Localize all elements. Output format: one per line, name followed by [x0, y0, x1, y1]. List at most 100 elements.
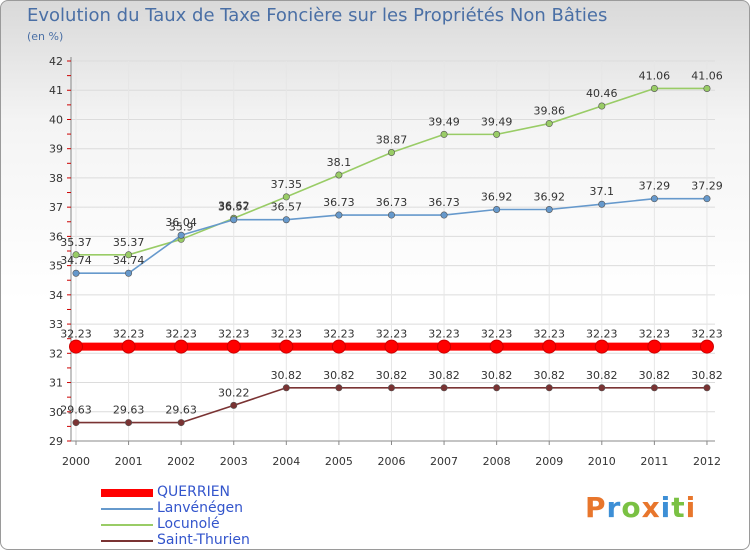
data-label-lanvenegen: 34.74: [113, 254, 145, 267]
x-tick-label: 2000: [62, 455, 90, 468]
y-tick-label: 34: [49, 289, 63, 302]
data-label-saint-thurien: 30.82: [481, 369, 513, 382]
y-tick-label: 33: [49, 318, 63, 331]
x-tick-label: 2006: [377, 455, 405, 468]
data-label-lanvenegen: 34.74: [60, 254, 92, 267]
legend-swatch: [101, 489, 153, 497]
data-point-lanvenegen: [440, 211, 448, 219]
data-point-saint-thurien: [335, 384, 343, 392]
data-label-saint-thurien: 30.82: [271, 369, 303, 382]
data-label-locunole: 39.49: [428, 115, 460, 128]
data-point-querrien: [279, 339, 294, 354]
chart-title: Evolution du Taux de Taxe Foncière sur l…: [27, 5, 608, 26]
data-label-saint-thurien: 29.63: [60, 404, 92, 417]
logo-letter: o: [621, 491, 642, 524]
data-label-querrien: 32.23: [691, 328, 723, 341]
data-point-saint-thurien: [125, 419, 133, 427]
data-label-locunole: 38.87: [376, 133, 408, 146]
data-label-lanvenegen: 36.57: [271, 201, 303, 214]
legend-label: Saint-Thurien: [157, 532, 250, 548]
y-tick-label: 37: [49, 201, 63, 214]
data-label-lanvenegen: 36.92: [481, 190, 513, 203]
data-label-locunole: 38.1: [327, 156, 352, 169]
legend-swatch: [101, 540, 153, 542]
data-point-querrien: [69, 339, 83, 354]
data-label-lanvenegen: 36.73: [428, 196, 460, 209]
y-tick-label: 36: [49, 230, 63, 243]
data-label-querrien: 32.23: [428, 328, 460, 341]
data-point-saint-thurien: [282, 384, 290, 392]
data-point-locunole: [72, 251, 80, 259]
data-label-saint-thurien: 30.82: [586, 369, 618, 382]
data-point-saint-thurien: [598, 384, 606, 392]
data-label-locunole: 35.37: [113, 236, 145, 249]
data-point-querrien: [647, 339, 662, 354]
data-label-lanvenegen: 36.04: [165, 216, 197, 229]
data-point-locunole: [650, 84, 658, 92]
legend-swatch: [101, 508, 153, 510]
y-tick-label: 42: [49, 55, 63, 68]
logo-letter: i: [685, 491, 697, 524]
y-tick-label: 30: [49, 406, 63, 419]
data-point-saint-thurien: [177, 419, 185, 427]
legend: QUERRIEN Lanvénégen Locunolé Saint-Thurien: [101, 484, 321, 549]
data-point-querrien: [699, 339, 714, 354]
data-point-querrien: [226, 339, 241, 354]
x-tick-label: 2007: [430, 455, 458, 468]
data-label-locunole: 39.86: [533, 105, 565, 118]
y-tick-label: 41: [49, 84, 63, 97]
data-point-locunole: [703, 84, 711, 92]
legend-item-querrien: QUERRIEN: [101, 484, 321, 501]
data-label-querrien: 32.23: [113, 328, 145, 341]
data-point-querrien: [384, 339, 399, 354]
x-tick-label: 2010: [588, 455, 616, 468]
data-point-querrien: [121, 339, 136, 354]
data-point-lanvenegen: [125, 269, 133, 277]
data-label-locunole: 37.35: [271, 178, 303, 191]
data-point-saint-thurien: [703, 384, 711, 392]
data-label-locunole: 41.06: [639, 69, 671, 82]
data-label-lanvenegen: 36.57: [218, 201, 250, 214]
x-tick-label: 2012: [693, 455, 721, 468]
data-label-querrien: 32.23: [271, 328, 303, 341]
data-label-querrien: 32.23: [481, 328, 513, 341]
data-label-saint-thurien: 29.63: [113, 404, 145, 417]
data-point-locunole: [282, 193, 290, 201]
x-tick-label: 2001: [115, 455, 143, 468]
data-point-lanvenegen: [703, 195, 711, 203]
x-tick-label: 2005: [325, 455, 353, 468]
data-point-lanvenegen: [598, 200, 606, 208]
data-point-locunole: [545, 120, 553, 128]
data-label-locunole: 41.06: [691, 69, 723, 82]
data-point-lanvenegen: [650, 195, 658, 203]
data-label-saint-thurien: 30.82: [533, 369, 565, 382]
data-label-locunole: 40.46: [586, 87, 618, 100]
x-tick-label: 2003: [220, 455, 248, 468]
data-point-lanvenegen: [387, 211, 395, 219]
data-point-lanvenegen: [545, 205, 553, 213]
x-tick-label: 2004: [272, 455, 300, 468]
data-label-lanvenegen: 36.92: [533, 190, 565, 203]
legend-item-lanvenegen: Lanvénégen: [101, 500, 321, 517]
data-label-querrien: 32.23: [60, 328, 92, 341]
y-tick-label: 31: [49, 377, 63, 390]
data-point-querrien: [594, 339, 609, 354]
data-label-lanvenegen: 36.73: [323, 196, 355, 209]
y-tick-label: 40: [49, 113, 63, 126]
data-label-saint-thurien: 30.82: [691, 369, 723, 382]
y-tick-label: 38: [49, 172, 63, 185]
logo-letter: P: [585, 491, 607, 524]
data-point-querrien: [489, 339, 504, 354]
y-tick-label: 39: [49, 143, 63, 156]
data-label-querrien: 32.23: [165, 328, 197, 341]
data-label-querrien: 32.23: [586, 328, 618, 341]
data-label-locunole: 36.62: [218, 199, 250, 212]
logo-letter: i: [660, 491, 672, 524]
data-label-locunole: 35.9: [169, 220, 194, 233]
legend-item-saint-thurien: Saint-Thurien: [101, 532, 321, 549]
data-label-saint-thurien: 30.22: [218, 386, 250, 399]
data-label-saint-thurien: 30.82: [428, 369, 460, 382]
logo-letter: t: [671, 491, 686, 524]
